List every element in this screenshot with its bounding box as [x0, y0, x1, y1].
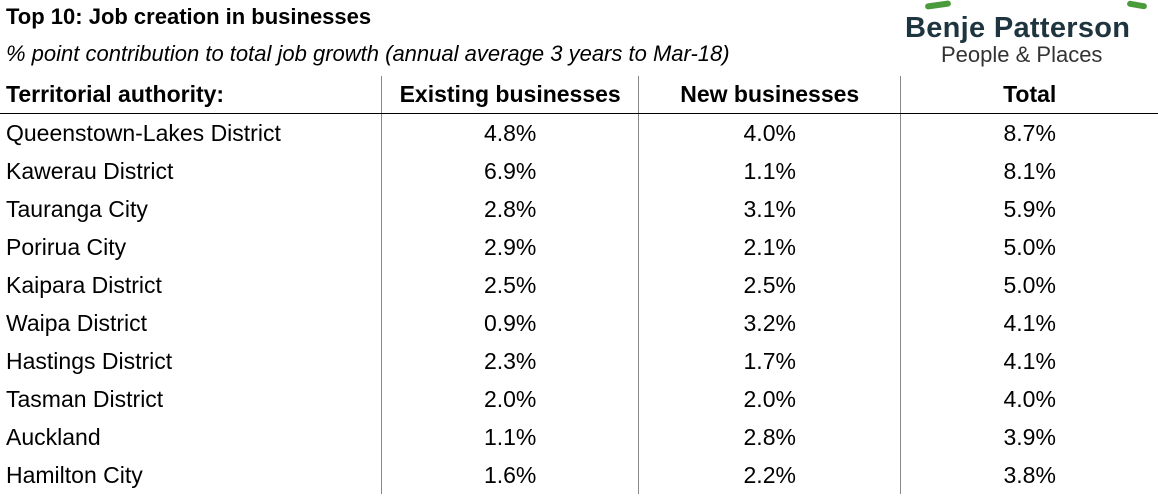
authority-cell: Tauranga City	[0, 190, 383, 228]
total-cell: 8.1%	[1003, 157, 1056, 184]
logo-leaf-icon	[924, 0, 952, 10]
authority-cell: Queenstown-Lakes District	[0, 113, 383, 152]
new-cell: 2.5%	[638, 266, 902, 304]
column-header-existing: Existing businesses	[381, 76, 640, 114]
authority-cell: Auckland	[0, 418, 383, 456]
new-cell: 2.2%	[638, 456, 902, 494]
existing-cell: 2.5%	[381, 266, 640, 304]
new-cell: 2.8%	[638, 418, 902, 456]
total-cell: 4.1%	[1003, 347, 1056, 374]
logo-leaf-icon	[1126, 0, 1148, 10]
total-cell: 4.0%	[1003, 385, 1056, 412]
existing-cell: 2.9%	[381, 228, 640, 266]
authority-cell: Tasman District	[0, 380, 383, 418]
existing-cell: 0.9%	[381, 304, 640, 342]
total-cell: 4.1%	[1003, 309, 1056, 336]
existing-cell: 2.3%	[381, 342, 640, 380]
table-row: Waipa District 0.9% 3.2% 4.1%	[0, 304, 1158, 342]
total-cell: 8.7%	[1003, 119, 1056, 146]
existing-cell: 1.6%	[381, 456, 640, 494]
total-cell: 3.9%	[1003, 423, 1056, 450]
new-cell: 1.7%	[638, 342, 902, 380]
new-cell: 3.2%	[638, 304, 902, 342]
existing-cell: 2.8%	[381, 190, 640, 228]
column-header-total: Total	[900, 76, 1158, 114]
column-header-authority: Territorial authority:	[0, 76, 383, 114]
new-cell: 2.0%	[638, 380, 902, 418]
existing-cell: 4.8%	[381, 113, 640, 152]
new-cell: 1.1%	[638, 152, 902, 190]
authority-cell: Kawerau District	[0, 152, 383, 190]
total-cell: 3.8%	[1003, 461, 1056, 488]
authority-cell: Hastings District	[0, 342, 383, 380]
table-row: Hamilton City 1.6% 2.2% 3.8%	[0, 456, 1158, 494]
existing-cell: 6.9%	[381, 152, 640, 190]
table-row: Tasman District 2.0% 2.0% 4.0%	[0, 380, 1158, 418]
authority-cell: Hamilton City	[0, 456, 383, 494]
total-cell: 5.9%	[1003, 195, 1056, 222]
table-row: Hastings District 2.3% 1.7% 4.1%	[0, 342, 1158, 380]
column-header-new: New businesses	[638, 76, 902, 114]
new-cell: 4.0%	[638, 113, 902, 152]
new-cell: 3.1%	[638, 190, 902, 228]
table-row: Tauranga City 2.8% 3.1% 5.9%	[0, 190, 1158, 228]
brand-logo: Benje Patterson People & Places	[905, 0, 1155, 67]
table-row: Auckland 1.1% 2.8% 3.9%	[0, 418, 1158, 456]
total-cell: 5.0%	[1003, 233, 1056, 260]
table-header-row: Territorial authority: Existing business…	[0, 76, 1158, 114]
brand-tagline: People & Places	[941, 42, 1103, 67]
job-creation-table: Territorial authority: Existing business…	[0, 76, 1158, 494]
authority-cell: Waipa District	[0, 304, 383, 342]
table-subtitle: % point contribution to total job growth…	[6, 41, 730, 66]
existing-cell: 1.1%	[381, 418, 640, 456]
table-row: Kaipara District 2.5% 2.5% 5.0%	[0, 266, 1158, 304]
existing-cell: 2.0%	[381, 380, 640, 418]
total-cell: 5.0%	[1003, 271, 1056, 298]
table-row: Kawerau District 6.9% 1.1% 8.1%	[0, 152, 1158, 190]
table-title: Top 10: Job creation in businesses	[6, 4, 372, 29]
table-row: Queenstown-Lakes District 4.8% 4.0% 8.7%	[0, 113, 1158, 152]
brand-name: Benje Patterson	[905, 12, 1131, 44]
new-cell: 2.1%	[638, 228, 902, 266]
authority-cell: Kaipara District	[0, 266, 383, 304]
authority-cell: Porirua City	[0, 228, 383, 266]
table-row: Porirua City 2.9% 2.1% 5.0%	[0, 228, 1158, 266]
